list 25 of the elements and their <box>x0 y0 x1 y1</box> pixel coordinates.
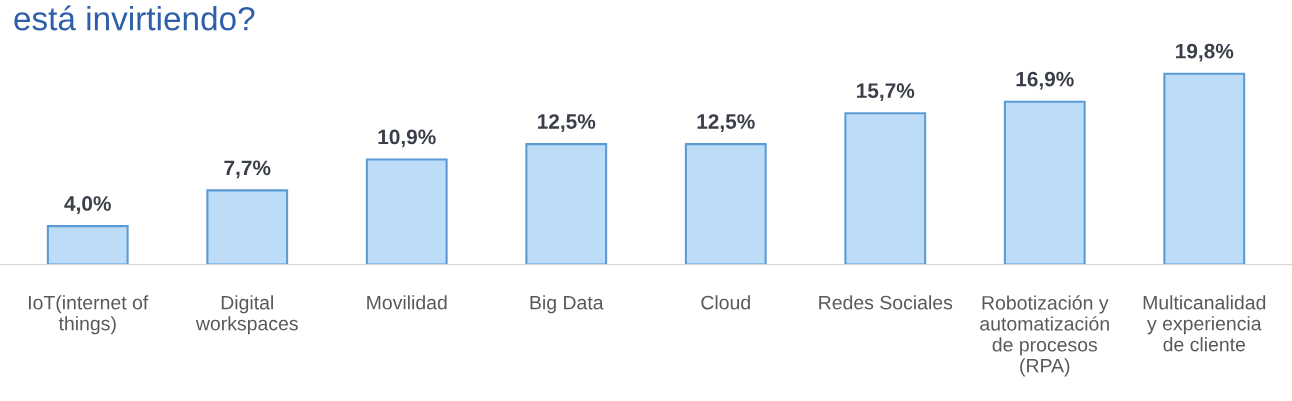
x-tick-label: Big Data <box>530 295 604 314</box>
data-label: 15,7% <box>857 83 915 102</box>
x-tick-label: IoT(internet of things) <box>29 295 149 335</box>
data-label: 12,5% <box>697 114 755 132</box>
bar <box>1163 72 1246 265</box>
x-tick-label: Redes Sociales <box>819 295 953 310</box>
x-tick-label: Cloud <box>701 295 750 310</box>
data-label: 16,9% <box>1016 71 1074 90</box>
data-label: 19,8% <box>1176 43 1234 62</box>
x-tick-label: Robotización y automatización de procesos (RPA) <box>980 295 1109 377</box>
data-label: 12,5% <box>538 114 596 132</box>
x-tick-label: Multicanalidad y experiencia de cliente <box>1143 295 1266 352</box>
bar <box>844 112 927 265</box>
x-tick-label: Movilidad <box>367 295 447 310</box>
bar <box>1003 100 1086 265</box>
chart-title: está invirtiendo? <box>14 5 255 31</box>
bar <box>525 143 608 265</box>
bar <box>684 143 767 265</box>
data-label: 10,9% <box>378 129 436 148</box>
bar <box>206 189 289 265</box>
data-label: 7,7% <box>224 160 271 179</box>
bar <box>365 158 448 265</box>
x-tick-label: Digital workspaces <box>195 295 298 335</box>
bar <box>46 225 129 265</box>
data-label: 4,0% <box>64 196 111 214</box>
